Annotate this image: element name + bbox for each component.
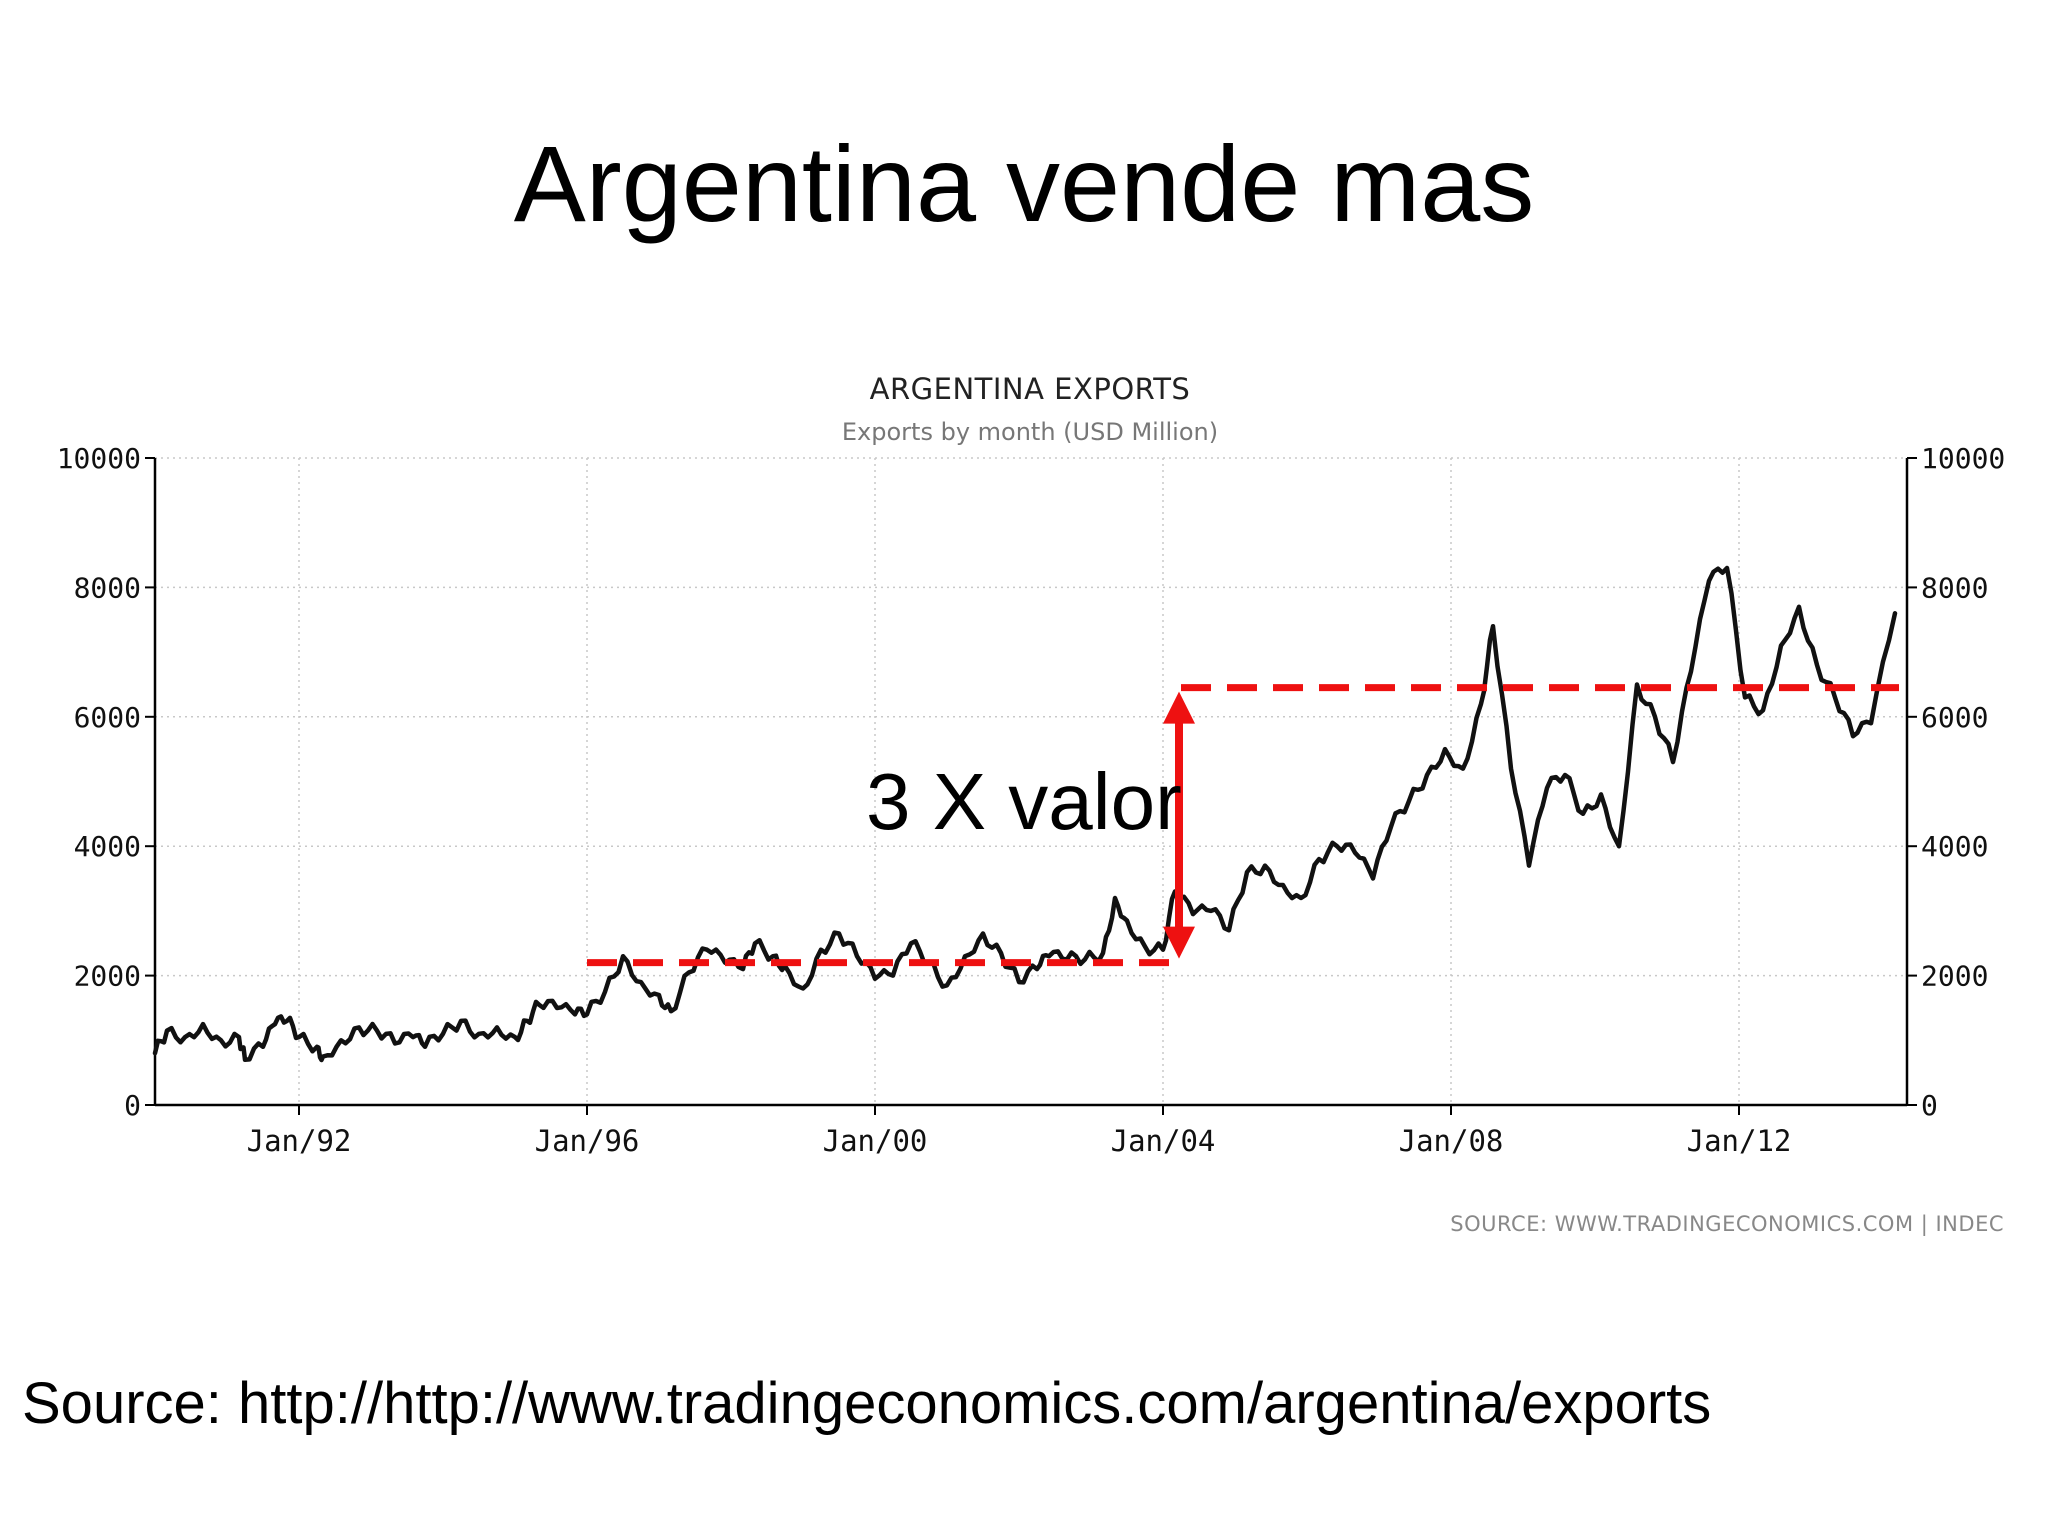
x-tick-label: Jan/04	[1111, 1124, 1216, 1158]
exports-series-line	[152, 565, 1898, 1063]
y-tick-label-left: 2000	[74, 960, 141, 993]
annotation-label: 3 X valor	[866, 757, 1182, 846]
y-tick-label-right: 8000	[1921, 571, 1988, 604]
x-tick-label: Jan/12	[1687, 1124, 1792, 1158]
y-tick-label-right: 6000	[1921, 701, 1988, 734]
chart-ticks: 0 0 2000 2000 4000 4000 6000 6000 8000 8000 10000 1…	[57, 442, 2006, 1158]
y-tick-label-left: 4000	[74, 830, 141, 863]
y-tick-label-left: 0	[124, 1089, 141, 1122]
chart-grid	[155, 457, 1907, 1105]
x-tick-label: Jan/00	[823, 1124, 928, 1158]
y-tick-label-right: 2000	[1921, 960, 1988, 993]
y-tick-label-left: 10000	[57, 442, 141, 475]
chart-subtitle: Exports by month (USD Million)	[841, 418, 1219, 446]
chart-series	[152, 565, 1898, 1063]
y-tick-label-right: 4000	[1921, 830, 1988, 863]
x-tick-label: Jan/92	[247, 1124, 352, 1158]
y-tick-label-right: 10000	[1921, 442, 2005, 475]
y-tick-label-left: 6000	[74, 701, 141, 734]
x-tick-label: Jan/96	[535, 1124, 640, 1158]
y-tick-label-left: 8000	[74, 571, 141, 604]
slide-title: Argentina vende mas	[513, 123, 1535, 244]
chart-source-note: SOURCE: WWW.TRADINGECONOMICS.COM | INDEC	[1450, 1212, 2004, 1236]
growth-arrow-head-down	[1163, 926, 1195, 959]
slide-source-link[interactable]: Source: http://http://www.tradingeconomi…	[22, 1371, 1712, 1436]
y-tick-label-right: 0	[1921, 1089, 1938, 1122]
chart-annotations	[587, 684, 1899, 967]
x-tick-label: Jan/08	[1399, 1124, 1504, 1158]
chart-axes	[153, 458, 1909, 1107]
plot-area	[155, 458, 1907, 1105]
chart-title: ARGENTINA EXPORTS	[869, 372, 1191, 406]
growth-arrow-head-up	[1163, 691, 1195, 724]
